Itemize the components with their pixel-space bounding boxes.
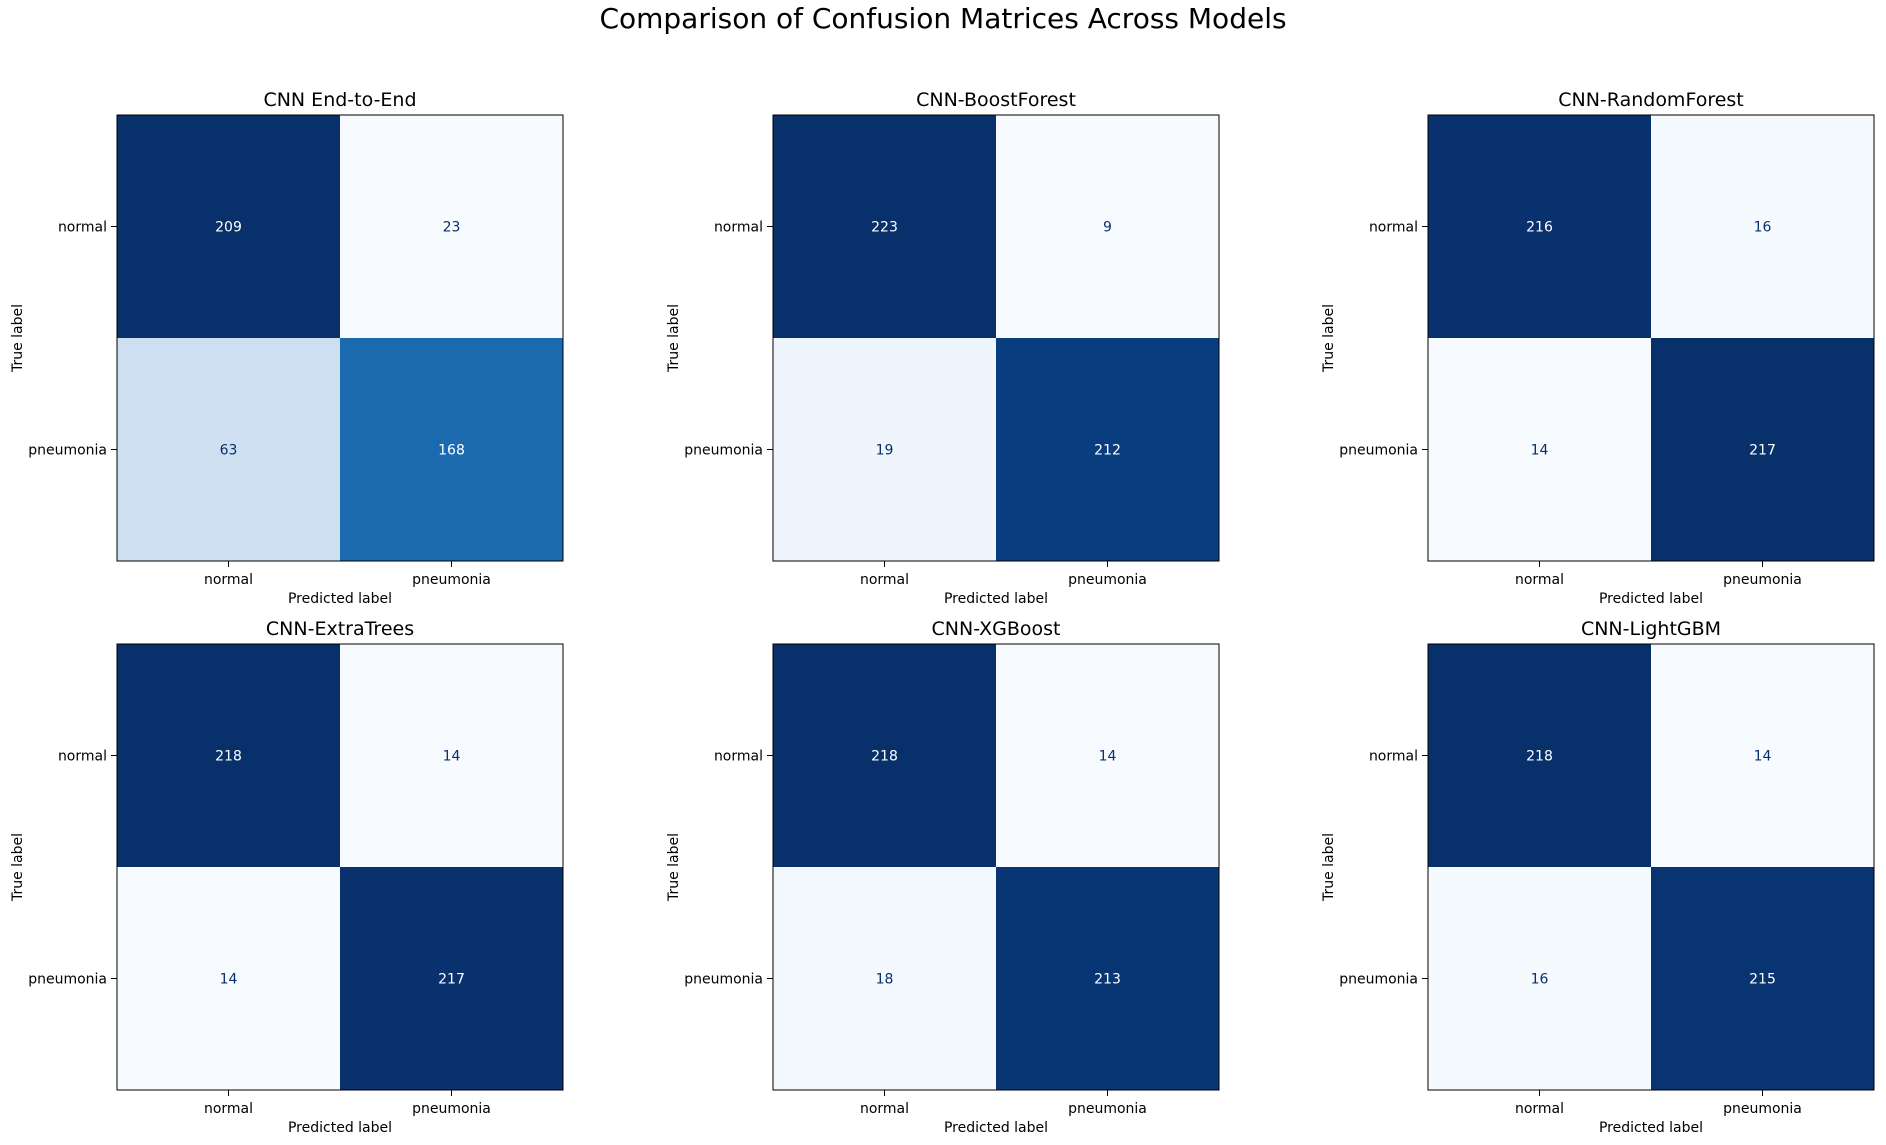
matrix-cell-0-1 xyxy=(1651,644,1874,867)
x-tick-label: pneumonia xyxy=(1068,1101,1147,1117)
matrix-cell-1-0 xyxy=(773,867,996,1090)
y-tick-label: normal xyxy=(714,220,763,236)
x-tick-label: normal xyxy=(204,1101,253,1117)
matrix-cell-0-1 xyxy=(996,644,1219,867)
matrix-cell-0-1 xyxy=(340,115,563,338)
cell-value-label: 223 xyxy=(871,220,898,236)
x-axis-label: Predicted label xyxy=(288,1120,392,1136)
x-tick-label: normal xyxy=(1515,1101,1564,1117)
matrix-cell-0-0 xyxy=(1428,644,1651,867)
matrix-cell-1-1 xyxy=(340,338,563,561)
matrix-cell-1-0 xyxy=(117,867,340,1090)
cell-value-label: 14 xyxy=(220,972,238,988)
cell-value-label: 16 xyxy=(1754,220,1772,236)
x-tick-label: pneumonia xyxy=(412,1101,491,1117)
axes-frame xyxy=(1427,114,1875,562)
x-axis-label: Predicted label xyxy=(944,1120,1048,1136)
cell-value-label: 212 xyxy=(1094,443,1121,459)
cell-value-label: 209 xyxy=(215,220,242,236)
subplot-title: CNN-BoostForest xyxy=(916,89,1076,111)
y-tick-label: pneumonia xyxy=(1339,972,1418,988)
cell-value-label: 218 xyxy=(871,749,898,765)
axes-frame xyxy=(116,643,564,1091)
x-tick-label: pneumonia xyxy=(412,572,491,588)
x-tick-label: pneumonia xyxy=(1068,572,1147,588)
axes-frame xyxy=(772,643,1220,1091)
y-axis-label: True label xyxy=(1321,304,1337,373)
subplot-title: CNN-LightGBM xyxy=(1581,618,1721,640)
axes-frame xyxy=(772,114,1220,562)
matrix-cell-1-0 xyxy=(117,338,340,561)
y-axis-label: True label xyxy=(666,304,682,373)
x-tick-label: normal xyxy=(860,1101,909,1117)
cell-value-label: 18 xyxy=(876,972,894,988)
cell-value-label: 14 xyxy=(1099,749,1117,765)
axes-frame xyxy=(116,114,564,562)
matrix-cell-1-0 xyxy=(1428,867,1651,1090)
cell-value-label: 218 xyxy=(215,749,242,765)
cell-value-label: 19 xyxy=(876,443,894,459)
subplot-title: CNN-ExtraTrees xyxy=(266,618,414,640)
cell-value-label: 9 xyxy=(1103,220,1112,236)
x-tick-label: normal xyxy=(860,572,909,588)
matrix-cell-1-0 xyxy=(1428,338,1651,561)
subplot-title: CNN End-to-End xyxy=(263,89,416,111)
matrix-cell-1-1 xyxy=(1651,867,1874,1090)
subplot-title: CNN-RandomForest xyxy=(1558,89,1744,111)
y-tick-label: normal xyxy=(1369,220,1418,236)
cell-value-label: 217 xyxy=(438,972,465,988)
matrix-cell-1-1 xyxy=(996,867,1219,1090)
matrix-cell-0-0 xyxy=(1428,115,1651,338)
y-axis-label: True label xyxy=(10,833,26,902)
cell-value-label: 217 xyxy=(1749,443,1776,459)
y-axis-label: True label xyxy=(1321,833,1337,902)
cell-value-label: 213 xyxy=(1094,972,1121,988)
x-axis-label: Predicted label xyxy=(1599,1120,1703,1136)
y-tick-label: normal xyxy=(714,749,763,765)
cell-value-label: 14 xyxy=(443,749,461,765)
y-tick-label: pneumonia xyxy=(28,972,107,988)
axes-frame xyxy=(1427,643,1875,1091)
cell-value-label: 14 xyxy=(1531,443,1549,459)
cell-value-label: 168 xyxy=(438,443,465,459)
x-axis-label: Predicted label xyxy=(1599,591,1703,607)
matrix-cell-0-1 xyxy=(340,644,563,867)
matrix-cell-0-0 xyxy=(773,644,996,867)
matrix-cell-1-0 xyxy=(773,338,996,561)
cell-value-label: 63 xyxy=(220,443,238,459)
matrix-cell-0-1 xyxy=(1651,115,1874,338)
matrix-cell-1-1 xyxy=(996,338,1219,561)
cell-value-label: 215 xyxy=(1749,972,1776,988)
y-tick-label: normal xyxy=(58,220,107,236)
matrix-cell-0-0 xyxy=(773,115,996,338)
matrix-cell-0-0 xyxy=(117,644,340,867)
matrix-cell-1-1 xyxy=(340,867,563,1090)
subplot-title: CNN-XGBoost xyxy=(932,618,1061,640)
y-tick-label: pneumonia xyxy=(1339,443,1418,459)
y-tick-label: pneumonia xyxy=(28,443,107,459)
x-tick-label: pneumonia xyxy=(1723,572,1802,588)
figure-title: Comparison of Confusion Matrices Across … xyxy=(599,2,1287,35)
cell-value-label: 16 xyxy=(1531,972,1549,988)
x-tick-label: normal xyxy=(204,572,253,588)
y-tick-label: normal xyxy=(1369,749,1418,765)
y-axis-label: True label xyxy=(10,304,26,373)
x-axis-label: Predicted label xyxy=(288,591,392,607)
cell-value-label: 216 xyxy=(1526,220,1553,236)
y-axis-label: True label xyxy=(666,833,682,902)
matrix-cell-0-0 xyxy=(117,115,340,338)
cell-value-label: 218 xyxy=(1526,749,1553,765)
cell-value-label: 23 xyxy=(443,220,461,236)
y-tick-label: normal xyxy=(58,749,107,765)
matrix-cell-0-1 xyxy=(996,115,1219,338)
y-tick-label: pneumonia xyxy=(684,443,763,459)
x-tick-label: normal xyxy=(1515,572,1564,588)
matrix-cell-1-1 xyxy=(1651,338,1874,561)
x-axis-label: Predicted label xyxy=(944,591,1048,607)
cell-value-label: 14 xyxy=(1754,749,1772,765)
y-tick-label: pneumonia xyxy=(684,972,763,988)
x-tick-label: pneumonia xyxy=(1723,1101,1802,1117)
